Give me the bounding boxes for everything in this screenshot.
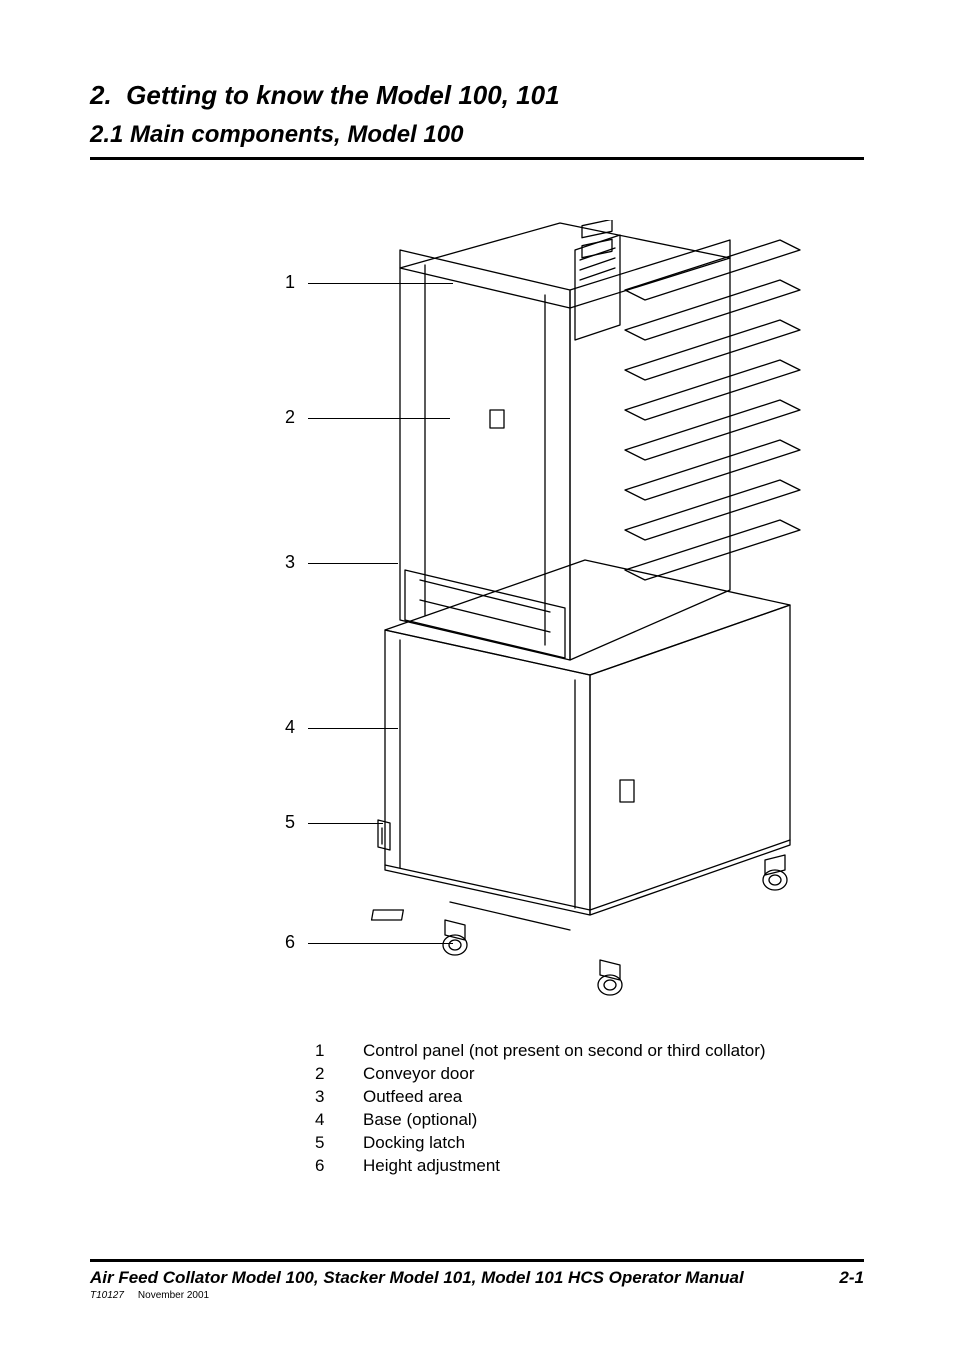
legend-text: Docking latch bbox=[363, 1132, 465, 1155]
legend-num: 1 bbox=[315, 1040, 363, 1063]
subsection-heading: 2.1 Main components, Model 100 bbox=[90, 121, 864, 149]
heading-rule bbox=[90, 157, 864, 160]
legend-row: 1 Control panel (not present on second o… bbox=[315, 1040, 864, 1063]
legend-row: 4 Base (optional) bbox=[315, 1109, 864, 1132]
machine-diagram bbox=[270, 220, 830, 1000]
legend-text: Conveyor door bbox=[363, 1063, 475, 1086]
legend-text: Height adjustment bbox=[363, 1155, 500, 1178]
footer-line: Air Feed Collator Model 100, Stacker Mod… bbox=[90, 1268, 864, 1288]
footer-title: Air Feed Collator Model 100, Stacker Mod… bbox=[90, 1268, 744, 1288]
footer-doc-ref: T10127 bbox=[90, 1290, 124, 1301]
legend-num: 3 bbox=[315, 1086, 363, 1109]
footer-rule bbox=[90, 1259, 864, 1262]
diagram-area: 1 2 3 4 5 6 bbox=[90, 220, 864, 1040]
legend-text: Base (optional) bbox=[363, 1109, 477, 1132]
legend-row: 6 Height adjustment bbox=[315, 1155, 864, 1178]
legend: 1 Control panel (not present on second o… bbox=[315, 1040, 864, 1178]
footer: Air Feed Collator Model 100, Stacker Mod… bbox=[90, 1259, 864, 1301]
footer-page-number: 2-1 bbox=[839, 1268, 864, 1288]
legend-row: 2 Conveyor door bbox=[315, 1063, 864, 1086]
legend-num: 6 bbox=[315, 1155, 363, 1178]
page: 2. Getting to know the Model 100, 101 2.… bbox=[0, 0, 954, 1351]
legend-num: 4 bbox=[315, 1109, 363, 1132]
footer-date: November 2001 bbox=[138, 1290, 209, 1301]
legend-row: 3 Outfeed area bbox=[315, 1086, 864, 1109]
section-number: 2. bbox=[90, 80, 112, 110]
footer-meta: T10127 November 2001 bbox=[90, 1290, 864, 1301]
legend-num: 2 bbox=[315, 1063, 363, 1086]
section-heading: 2. Getting to know the Model 100, 101 bbox=[90, 80, 864, 111]
legend-num: 5 bbox=[315, 1132, 363, 1155]
section-title: Getting to know the Model 100, 101 bbox=[126, 80, 559, 110]
legend-row: 5 Docking latch bbox=[315, 1132, 864, 1155]
legend-text: Control panel (not present on second or … bbox=[363, 1040, 766, 1063]
legend-text: Outfeed area bbox=[363, 1086, 462, 1109]
